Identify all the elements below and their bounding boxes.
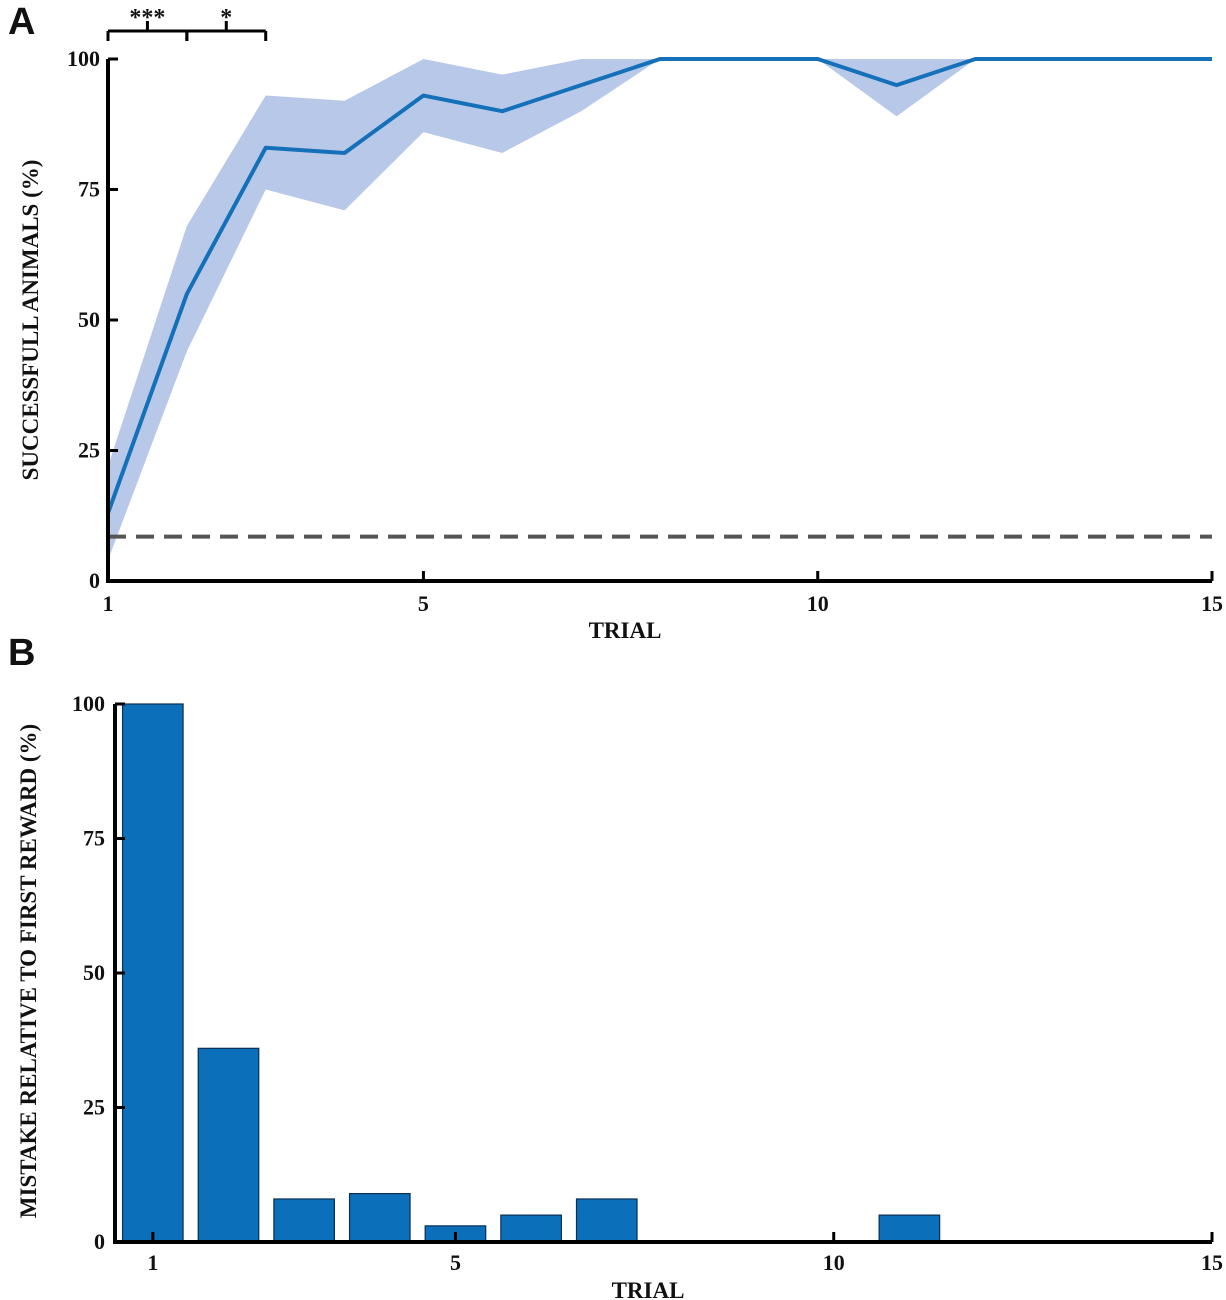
x-tick-label: 1 bbox=[103, 591, 114, 616]
y-tick-label: 0 bbox=[89, 568, 100, 593]
confidence-band bbox=[108, 59, 1212, 561]
y-tick-label: 75 bbox=[78, 177, 100, 202]
bar-trial-4 bbox=[348, 1192, 411, 1243]
significance-brackets: *** * bbox=[106, 5, 268, 41]
y-axis-title: MISTAKE RELATIVE TO FIRST REWARD (%) bbox=[16, 724, 41, 1218]
bar-trial-6 bbox=[500, 1214, 562, 1243]
y-tick-label: 25 bbox=[78, 438, 100, 463]
panel-b-label: B bbox=[8, 632, 35, 674]
bar-trial-11 bbox=[878, 1214, 941, 1243]
y-tick-label: 100 bbox=[67, 46, 100, 71]
bars bbox=[121, 703, 941, 1243]
significance-label: * bbox=[220, 5, 232, 31]
x-tick-label: 15 bbox=[1201, 1250, 1223, 1275]
bar-trial-7 bbox=[575, 1198, 638, 1243]
y-tick-label: 0 bbox=[94, 1229, 105, 1254]
y-axis-ticks: 0 25 50 75 100 bbox=[67, 46, 118, 593]
bar-trial-1 bbox=[121, 703, 184, 1243]
x-axis-title: TRIAL bbox=[589, 618, 662, 643]
x-tick-label: 5 bbox=[450, 1250, 461, 1275]
significance-label: *** bbox=[129, 5, 165, 31]
y-tick-label: 50 bbox=[83, 960, 105, 985]
bar-trial-2 bbox=[197, 1047, 260, 1243]
successful-animals-line bbox=[106, 57, 1212, 514]
x-axis-ticks: 1 5 10 15 bbox=[103, 571, 1223, 616]
x-tick-label: 10 bbox=[807, 591, 829, 616]
y-tick-label: 100 bbox=[72, 691, 105, 716]
y-tick-label: 25 bbox=[83, 1095, 105, 1120]
x-axis-title: TRIAL bbox=[612, 1278, 685, 1300]
bar-trial-3 bbox=[273, 1198, 335, 1243]
x-tick-label: 15 bbox=[1201, 591, 1223, 616]
panel-a-label: A bbox=[8, 1, 35, 43]
y-tick-label: 75 bbox=[83, 826, 105, 851]
y-tick-label: 50 bbox=[78, 307, 100, 332]
x-tick-label: 5 bbox=[418, 591, 429, 616]
x-axis-ticks: 1 5 10 15 bbox=[147, 1232, 1223, 1275]
y-axis-title: SUCCESSFULL ANIMALS (%) bbox=[18, 160, 43, 481]
x-tick-label: 10 bbox=[823, 1250, 845, 1275]
y-axis-ticks: 0 25 50 75 100 bbox=[72, 691, 125, 1254]
x-tick-label: 1 bbox=[147, 1250, 158, 1275]
